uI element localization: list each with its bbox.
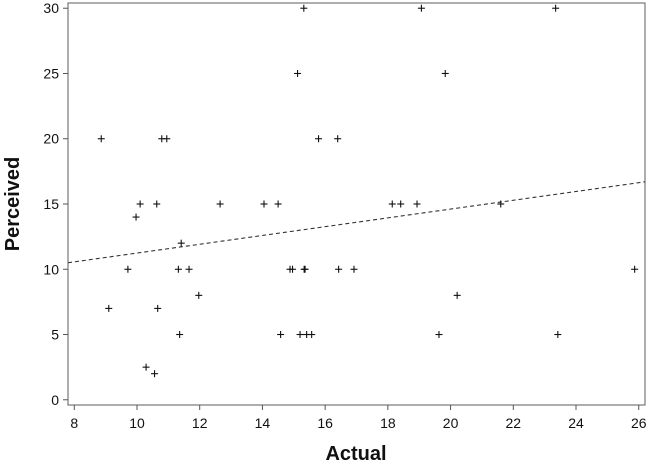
data-point [174,265,182,273]
data-point [151,370,159,378]
data-point [335,265,343,273]
data-point [552,4,560,12]
y-tick-label: 10 [43,261,59,277]
data-point [397,200,405,208]
data-point [315,135,323,143]
data-point [300,4,308,12]
trend-line [67,181,646,264]
data-point [453,291,461,299]
data-point [195,291,203,299]
data-point [413,200,421,208]
y-tick-label: 25 [43,65,59,81]
y-tick-label: 15 [43,196,59,212]
x-tick-label: 24 [568,415,584,431]
data-point [124,265,132,273]
x-tick-label: 22 [506,415,522,431]
y-tick-label: 0 [51,392,59,408]
y-tick-label: 5 [51,327,59,343]
data-point [153,200,161,208]
plot-area [67,2,646,406]
x-axis-label: Actual [325,443,386,465]
x-tick-label: 14 [255,415,271,431]
x-tick-label: 20 [443,415,459,431]
y-axis-label: Perceived [2,157,24,252]
data-point [289,265,297,273]
x-tick-label: 8 [70,415,78,431]
data-point [142,363,150,371]
data-point [177,239,185,247]
data-point [216,200,224,208]
x-tick-label: 16 [317,415,333,431]
data-point [277,331,285,339]
data-point [388,200,396,208]
data-point [185,265,193,273]
data-point [97,135,105,143]
data-point [132,213,140,221]
data-point [554,331,562,339]
x-tick-label: 10 [129,415,145,431]
data-point [301,265,309,273]
data-point [163,135,171,143]
data-point [350,265,358,273]
x-tick-label: 26 [631,415,647,431]
data-point [274,200,282,208]
data-point [631,265,639,273]
data-point [105,304,113,312]
data-point [260,200,268,208]
data-point [294,69,302,77]
data-point [176,331,184,339]
data-point [154,304,162,312]
data-point [296,331,304,339]
data-point [441,69,449,77]
data-point [308,331,316,339]
y-tick-label: 30 [43,0,59,16]
data-point [417,4,425,12]
y-tick-label: 20 [43,131,59,147]
x-tick-label: 18 [380,415,396,431]
data-point [334,135,342,143]
data-point [497,200,505,208]
data-point [435,331,443,339]
x-tick-label: 12 [192,415,208,431]
data-point [136,200,144,208]
